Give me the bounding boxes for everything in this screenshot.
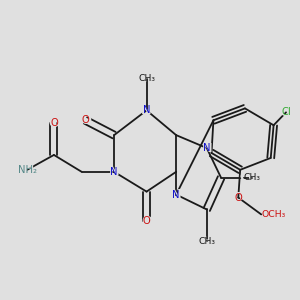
- Text: NH₂: NH₂: [14, 163, 40, 176]
- Text: CH₃: CH₃: [239, 171, 264, 184]
- Text: CH₃: CH₃: [134, 72, 159, 85]
- Text: N: N: [171, 188, 181, 201]
- Text: Cl: Cl: [279, 106, 293, 119]
- Text: CH₃: CH₃: [243, 173, 260, 182]
- Text: N: N: [143, 105, 150, 116]
- Text: O: O: [80, 114, 91, 127]
- Text: N: N: [201, 142, 212, 154]
- Text: O: O: [49, 117, 59, 130]
- Text: CH₃: CH₃: [138, 74, 155, 83]
- Text: O: O: [234, 193, 242, 202]
- Text: O: O: [50, 118, 58, 128]
- Text: N: N: [110, 167, 118, 177]
- Text: CH₃: CH₃: [198, 237, 215, 246]
- Text: O: O: [141, 215, 152, 228]
- Text: N: N: [109, 165, 119, 178]
- Text: OCH₃: OCH₃: [261, 210, 285, 219]
- Text: Cl: Cl: [281, 107, 291, 117]
- Text: O: O: [143, 216, 150, 226]
- Text: OCH₃: OCH₃: [261, 209, 294, 219]
- Text: NH₂: NH₂: [18, 165, 37, 175]
- Text: CH₃: CH₃: [195, 235, 219, 248]
- Text: N: N: [203, 143, 211, 153]
- Text: N: N: [141, 104, 152, 117]
- Text: O: O: [233, 191, 244, 204]
- Text: N: N: [172, 190, 180, 200]
- Text: O: O: [82, 115, 89, 125]
